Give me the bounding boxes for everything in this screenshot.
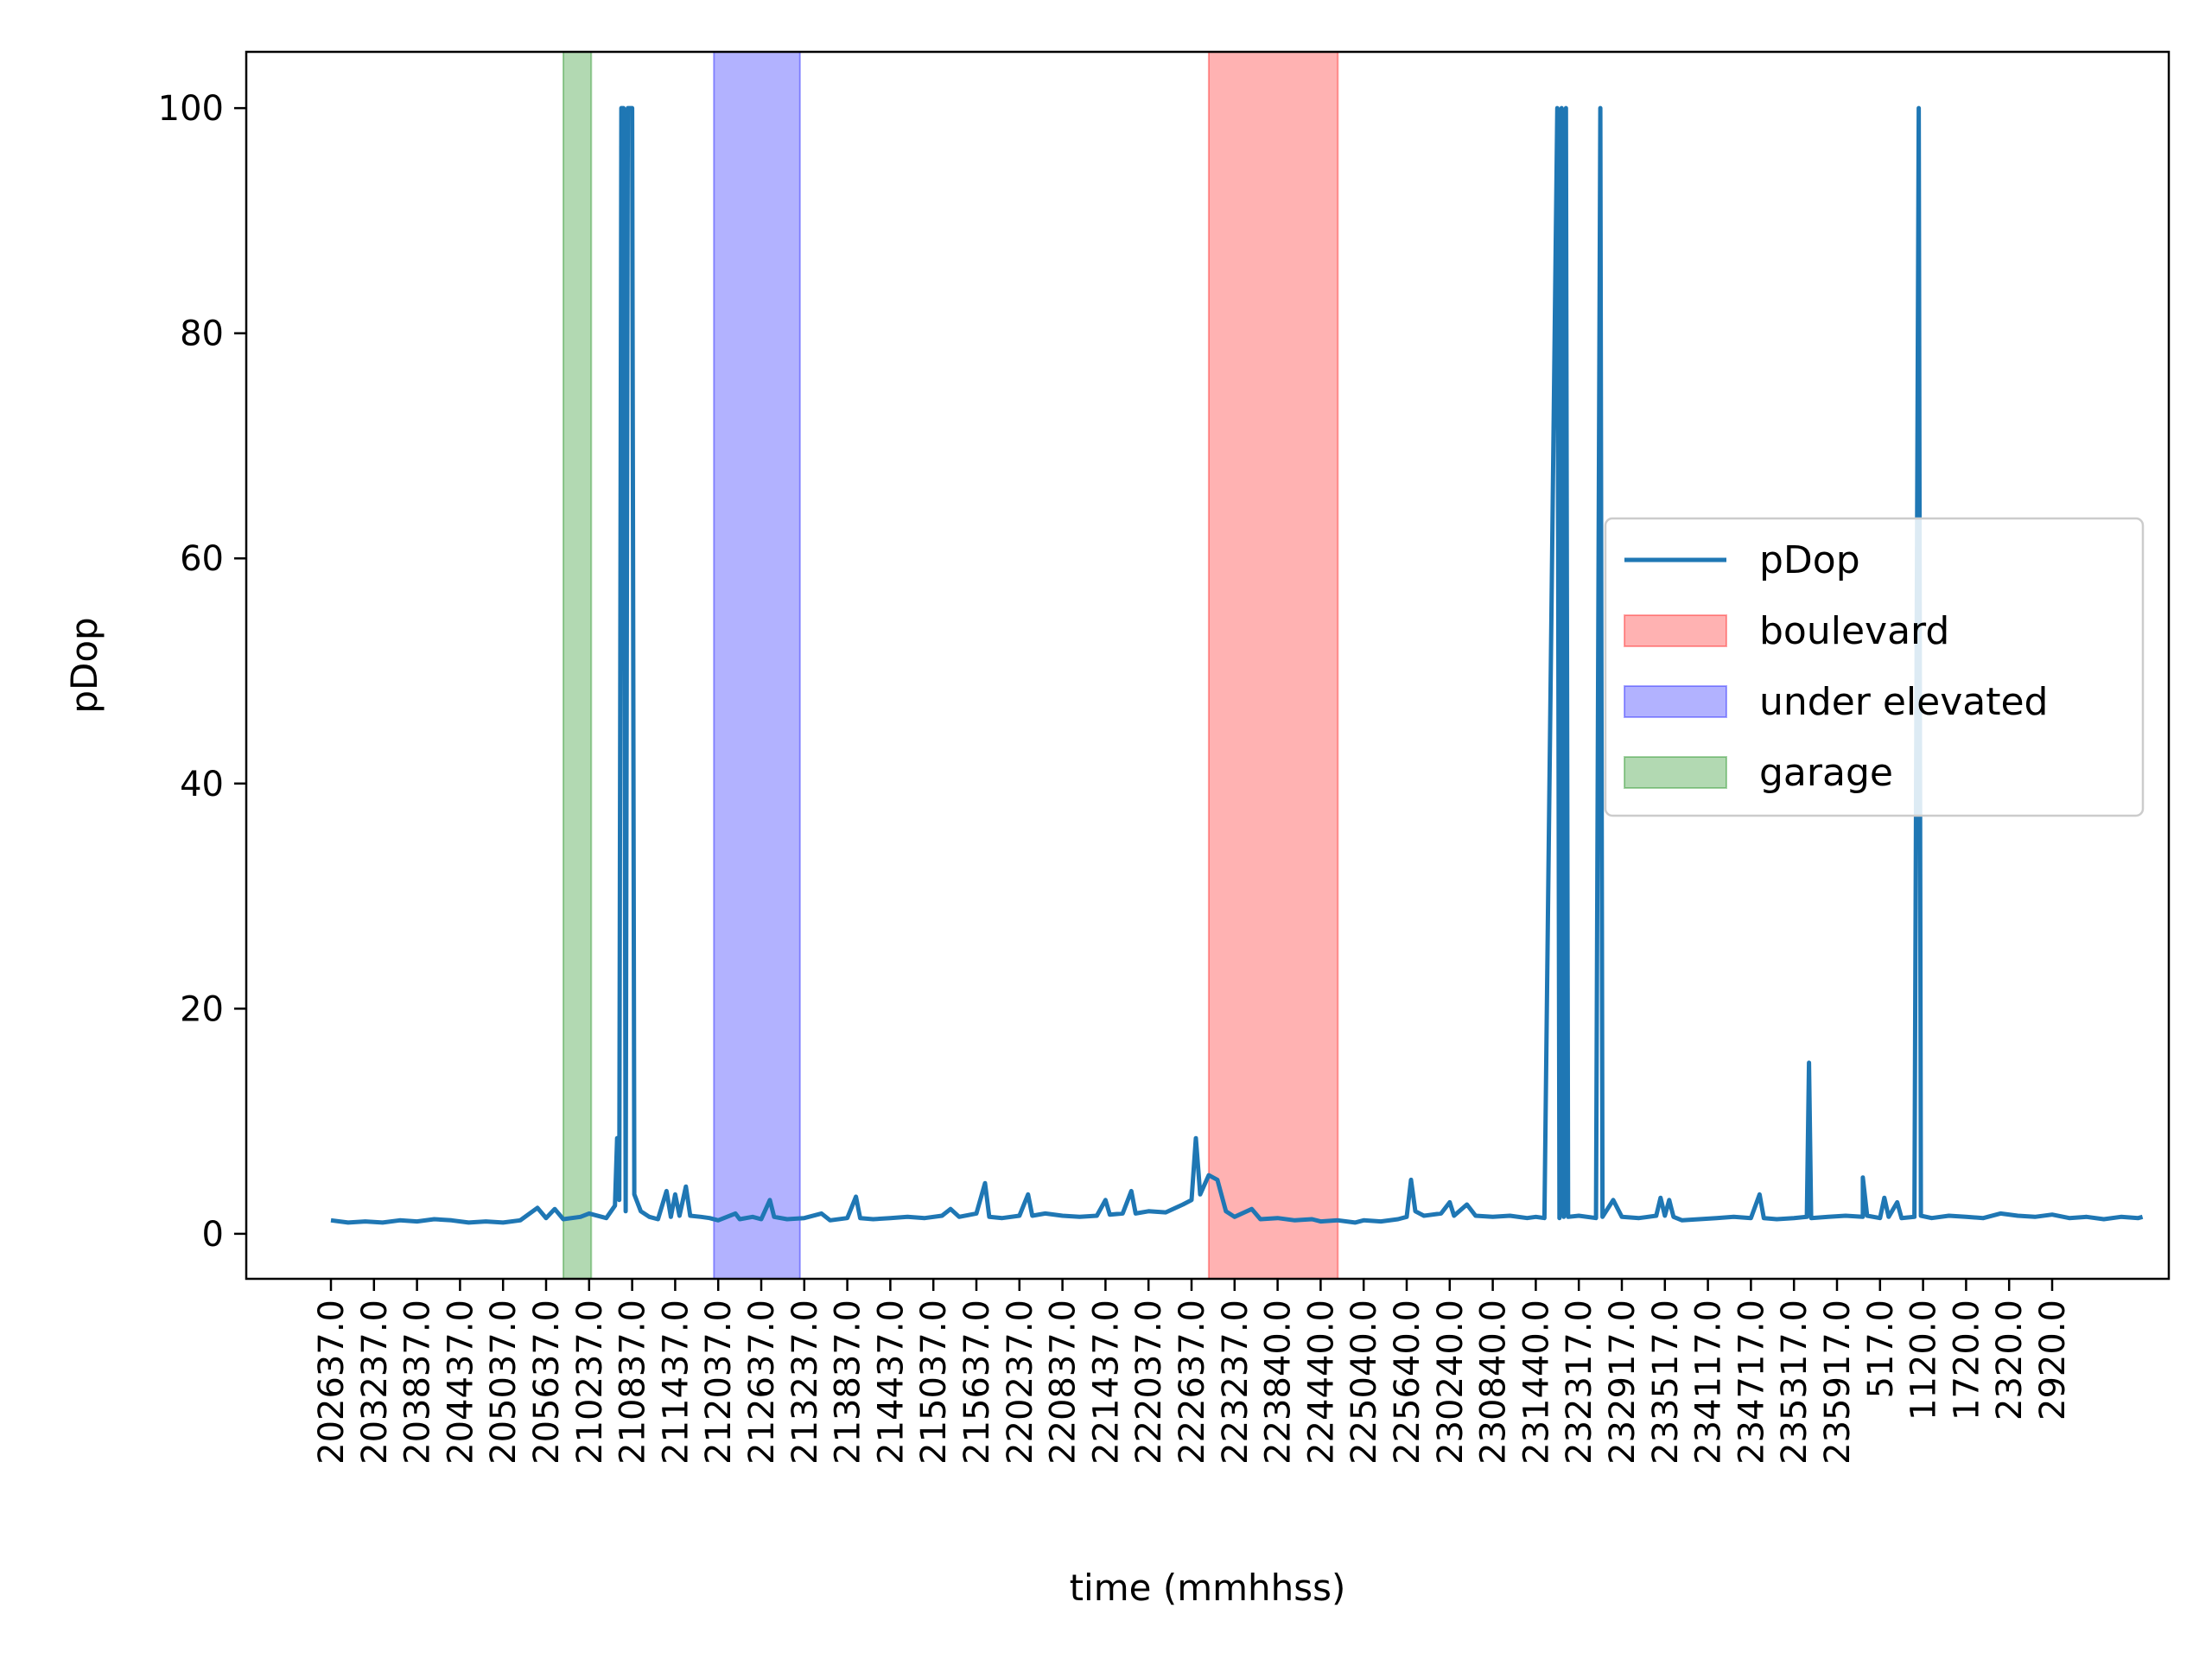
legend-swatch-under-elevated (1624, 685, 1727, 718)
x-tick-label: 220837.0 (1044, 1300, 1084, 1465)
x-tick-label: 212637.0 (742, 1300, 782, 1465)
x-axis-label: time (mmhhss) (1070, 1567, 1346, 1609)
x-tick-label: 202637.0 (312, 1300, 352, 1465)
y-tick-label: 100 (158, 89, 224, 129)
x-tick-label: 204437.0 (441, 1300, 480, 1465)
x-axis: 202637.0 203237.0 203837.0 204437.0 205037.0… (312, 1279, 2073, 1465)
legend-label-under-elevated: under elevated (1759, 680, 2048, 724)
x-tick-label: 205637.0 (527, 1300, 567, 1465)
x-tick-label: 224440.0 (1301, 1300, 1341, 1465)
x-tick-label: 215637.0 (957, 1300, 997, 1465)
y-tick-label: 20 (180, 989, 224, 1029)
x-tick-label: 232317.0 (1560, 1300, 1599, 1465)
x-tick-label: 205037.0 (484, 1300, 524, 1465)
x-tick-label: 210837.0 (613, 1300, 653, 1465)
y-tick-label: 60 (180, 539, 224, 579)
x-tick-label: 223840.0 (1259, 1300, 1299, 1465)
legend: pDop boulevard under elevated garage (1604, 517, 2145, 817)
series-line-pDop (330, 105, 2144, 1225)
region-under-elevated (713, 51, 801, 1280)
x-tick-label: 2320.0 (1990, 1300, 2030, 1421)
x-tick-label: 517.0 (1861, 1300, 1901, 1399)
x-tick-label: 231440.0 (1516, 1300, 1556, 1465)
x-tick-label: 222637.0 (1173, 1300, 1212, 1465)
x-tick-label: 211437.0 (656, 1300, 696, 1465)
x-tick-label: 230840.0 (1474, 1300, 1514, 1465)
legend-box (1604, 517, 2145, 817)
x-tick-label: 232917.0 (1603, 1300, 1643, 1465)
legend-swatch-boulevard (1624, 614, 1727, 647)
legend-label-pDop: pDop (1759, 538, 1860, 582)
x-tick-label: 221437.0 (1086, 1300, 1126, 1465)
region-garage (562, 51, 593, 1280)
x-tick-label: 235317.0 (1775, 1300, 1815, 1465)
x-tick-label: 1120.0 (1904, 1300, 1944, 1421)
plot-frame (245, 50, 2171, 1281)
x-tick-label: 220237.0 (1001, 1300, 1040, 1465)
x-tick-label: 223237.0 (1216, 1300, 1255, 1465)
x-tick-label: 214437.0 (871, 1300, 911, 1465)
x-tick-label: 235917.0 (1818, 1300, 1858, 1465)
y-axis-label: pDop (63, 617, 105, 713)
x-tick-label: 225040.0 (1344, 1300, 1384, 1465)
x-tick-label: 203837.0 (398, 1300, 438, 1465)
y-tick-label: 40 (180, 765, 224, 804)
x-tick-label: 213837.0 (829, 1300, 868, 1465)
x-tick-label: 233517.0 (1646, 1300, 1686, 1465)
x-tick-label: 230240.0 (1431, 1300, 1471, 1465)
y-tick-label: 80 (180, 315, 224, 354)
x-tick-label: 222037.0 (1129, 1300, 1169, 1465)
x-tick-label: 212037.0 (699, 1300, 739, 1465)
x-tick-label: 234117.0 (1689, 1300, 1729, 1465)
x-tick-label: 210237.0 (570, 1300, 610, 1465)
shaded-regions (562, 51, 1339, 1280)
x-tick-label: 203237.0 (355, 1300, 395, 1465)
legend-swatch-garage (1624, 756, 1727, 789)
region-boulevard (1207, 51, 1339, 1280)
x-tick-label: 225640.0 (1388, 1300, 1427, 1465)
x-tick-label: 234717.0 (1732, 1300, 1771, 1465)
x-tick-label: 2920.0 (2033, 1300, 2073, 1421)
x-tick-label: 1720.0 (1947, 1300, 1986, 1421)
y-axis: 0 20 40 60 80 100 (158, 89, 246, 1255)
legend-label-boulevard: boulevard (1759, 609, 1949, 653)
legend-label-garage: garage (1759, 751, 1893, 795)
y-tick-label: 0 (202, 1215, 224, 1255)
x-tick-label: 215037.0 (914, 1300, 954, 1465)
x-tick-label: 213237.0 (785, 1300, 825, 1465)
series-layer (330, 105, 2144, 1225)
